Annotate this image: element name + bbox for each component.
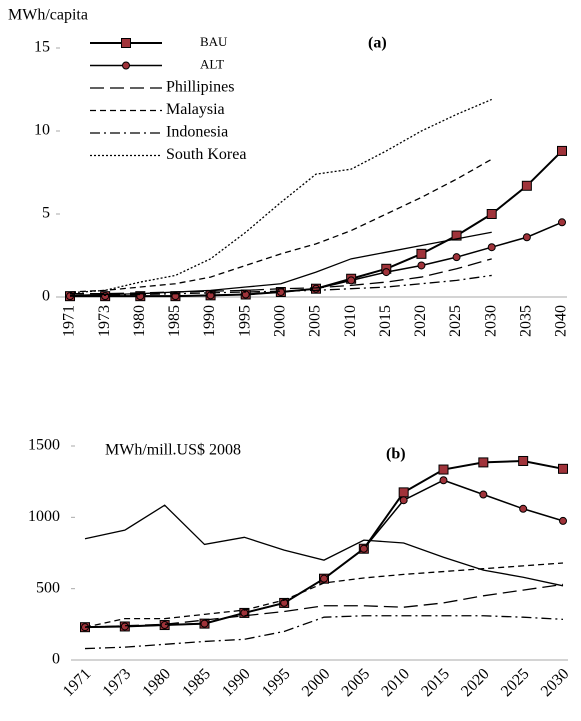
marker	[479, 490, 488, 499]
series-line	[84, 459, 564, 629]
marker	[160, 621, 169, 630]
marker	[398, 487, 409, 498]
x-tick-label: 1971	[61, 305, 78, 337]
marker	[241, 290, 250, 299]
x-tick-label: 2020	[458, 665, 493, 700]
legend-label: ALT	[200, 56, 224, 71]
series-line	[69, 231, 492, 296]
marker	[478, 457, 489, 468]
x-tick-label: 1995	[236, 305, 253, 337]
y-tick-label: 1000	[28, 508, 60, 525]
series-line	[84, 583, 564, 628]
marker	[559, 516, 567, 525]
marker	[518, 455, 529, 466]
legend-label: South Korea	[166, 146, 246, 163]
marker	[439, 476, 448, 485]
x-tick-label: 2015	[377, 305, 394, 337]
x-tick-label: 1985	[179, 665, 214, 700]
marker	[486, 209, 497, 219]
marker	[320, 574, 328, 583]
y-tick-label: 1500	[28, 437, 60, 454]
x-tick-label: 2035	[518, 305, 535, 337]
marker	[558, 218, 566, 227]
x-tick-label: 2005	[307, 305, 324, 337]
series-line	[84, 504, 564, 587]
x-tick-label: 1990	[219, 665, 254, 700]
marker	[312, 284, 320, 293]
marker	[487, 243, 496, 252]
marker	[121, 38, 131, 48]
y-tick-label: 10	[34, 122, 50, 139]
series-line	[69, 98, 492, 294]
marker	[120, 622, 129, 631]
series-line	[84, 562, 564, 628]
series-line	[70, 150, 563, 298]
series-line	[84, 615, 564, 650]
marker	[558, 463, 568, 474]
x-tick-label: 2020	[412, 305, 429, 337]
y-axis-label: MWh/capita	[8, 7, 88, 24]
marker	[200, 619, 209, 628]
x-tick-label: 1971	[60, 665, 95, 700]
y-tick-label: 500	[36, 579, 60, 596]
y-tick-label: 0	[52, 651, 60, 668]
x-tick-label: 1990	[201, 305, 218, 337]
y-tick-label: 0	[42, 288, 50, 305]
marker	[521, 180, 532, 191]
marker	[417, 261, 426, 270]
y-tick-label: 15	[34, 39, 50, 56]
marker	[416, 248, 427, 259]
marker	[557, 145, 567, 156]
series-line	[70, 258, 492, 295]
x-tick-label: 1973	[96, 305, 113, 337]
legend-label: Malaysia	[166, 101, 225, 118]
marker	[522, 233, 531, 242]
marker	[519, 504, 528, 513]
x-tick-label: 1980	[139, 665, 174, 700]
x-tick-label: 1985	[166, 305, 183, 337]
marker	[399, 496, 408, 505]
series-line	[69, 158, 493, 293]
y-axis-label: MWh/mill.US$ 2008	[105, 442, 241, 459]
x-tick-label: 1995	[259, 665, 294, 700]
x-tick-label: 2025	[447, 305, 464, 337]
x-tick-label: 2015	[418, 665, 453, 700]
legend-label: Phillipines	[166, 79, 234, 96]
marker	[451, 230, 462, 241]
x-tick-label: 2025	[498, 665, 533, 700]
marker	[122, 61, 130, 70]
x-tick-label: 2000	[299, 665, 334, 700]
legend-label: BAU	[200, 34, 228, 49]
marker	[359, 544, 368, 553]
x-tick-label: 1973	[100, 665, 135, 700]
legend-label: Indonesia	[166, 124, 228, 141]
x-tick-label: 2010	[342, 305, 359, 337]
x-tick-label: 1980	[131, 305, 148, 337]
marker	[452, 253, 461, 262]
marker	[382, 268, 391, 277]
x-tick-label: 2010	[378, 665, 413, 700]
x-tick-label: 2005	[339, 665, 374, 700]
x-tick-label: 2000	[272, 305, 289, 337]
annotation: (b)	[386, 446, 406, 463]
marker	[276, 288, 285, 297]
x-tick-label: 2030	[538, 665, 573, 700]
marker	[347, 276, 356, 285]
annotation: (a)	[368, 35, 387, 52]
marker	[438, 464, 449, 475]
y-tick-label: 5	[42, 205, 50, 222]
x-tick-label: 2030	[482, 305, 499, 337]
x-tick-label: 2040	[553, 305, 570, 337]
